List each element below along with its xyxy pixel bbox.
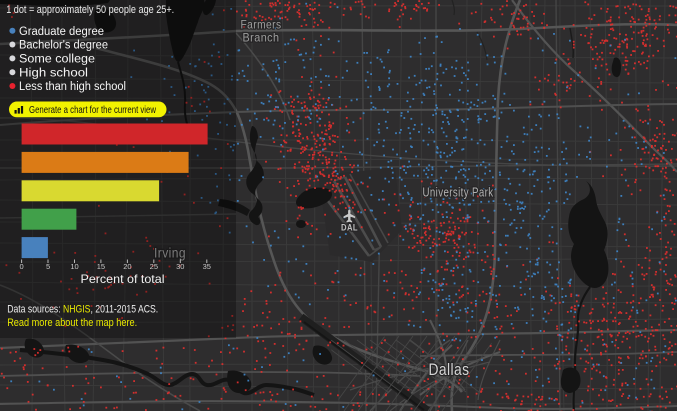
svg-text:15: 15: [97, 262, 105, 271]
svg-text:5: 5: [46, 262, 50, 271]
svg-text:Graduate degree: Graduate degree: [19, 26, 104, 38]
svg-text:Percent of total: Percent of total: [81, 272, 165, 286]
svg-text:Bachelor's degree: Bachelor's degree: [19, 40, 108, 52]
svg-text:0: 0: [20, 262, 24, 271]
svg-text:30: 30: [176, 262, 184, 271]
svg-text:University Park: University Park: [423, 185, 494, 199]
svg-text:DAL: DAL: [341, 223, 358, 234]
svg-text:Read more about the map here.: Read more about the map here.: [7, 317, 137, 329]
svg-text:Dallas: Dallas: [429, 361, 470, 379]
svg-text:Generate a chart for the curre: Generate a chart for the current view: [29, 105, 157, 116]
svg-text:25: 25: [150, 262, 158, 271]
svg-text:35: 35: [203, 262, 211, 271]
svg-text:Branch: Branch: [243, 31, 280, 45]
svg-text:Data sources: NHGIS, 2011-2015: Data sources: NHGIS, 2011-2015 ACS.: [7, 303, 158, 315]
svg-text:High school: High school: [19, 67, 88, 79]
svg-text:Some college: Some college: [19, 54, 95, 66]
svg-text:Less than high school: Less than high school: [19, 81, 126, 93]
svg-text:20: 20: [123, 262, 131, 271]
svg-text:10: 10: [70, 262, 78, 271]
svg-text:Irving: Irving: [154, 245, 186, 261]
svg-text:1 dot = approximately 50 peopl: 1 dot = approximately 50 people age 25+.: [6, 4, 174, 16]
svg-text:Farmers: Farmers: [241, 18, 282, 32]
